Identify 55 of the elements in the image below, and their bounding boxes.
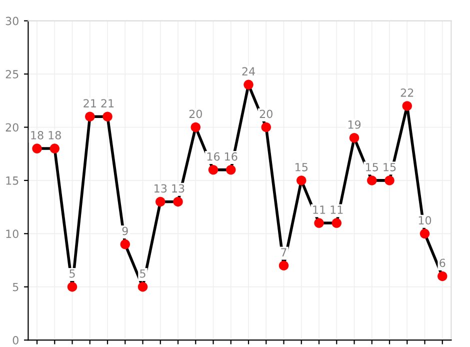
point: [190, 122, 200, 132]
data-label: 5: [140, 269, 146, 278]
point: [120, 239, 130, 250]
data-label: 13: [172, 184, 184, 193]
point: [332, 218, 342, 228]
point: [226, 164, 236, 175]
y-tick-label: 30: [6, 16, 18, 26]
y-tick-label: 5: [12, 282, 18, 292]
data-label: 19: [348, 120, 361, 129]
data-label: 11: [330, 206, 343, 214]
point: [384, 176, 394, 186]
data-label: 6: [440, 258, 446, 268]
data-label: 5: [70, 269, 75, 278]
data-label: 24: [242, 67, 255, 76]
point: [50, 144, 60, 154]
y-tick-label: 20: [6, 123, 18, 132]
data-label: 20: [260, 110, 272, 118]
point: [420, 228, 430, 239]
y-tick-label: 0: [12, 336, 18, 344]
point: [67, 282, 78, 292]
point: [173, 196, 183, 207]
data-label: 15: [296, 163, 308, 172]
point: [138, 282, 148, 292]
point: [438, 271, 448, 282]
data-label: 13: [154, 184, 167, 193]
point: [367, 176, 377, 186]
y-tick-label: 25: [6, 70, 18, 78]
data-label: 16: [225, 152, 238, 161]
point: [156, 196, 166, 207]
data-label: 16: [207, 152, 220, 161]
point: [244, 80, 254, 90]
point: [278, 260, 289, 270]
data-label: 20: [189, 110, 202, 118]
data-label: 15: [384, 163, 396, 172]
point: [296, 176, 306, 186]
point: [32, 144, 42, 154]
data-label: 21: [84, 99, 96, 108]
data-label: 22: [400, 88, 414, 97]
point: [349, 133, 360, 143]
data-label: 11: [313, 206, 326, 214]
point: [261, 122, 271, 132]
point: [402, 101, 412, 111]
point: [208, 164, 218, 175]
point: [102, 112, 112, 122]
data-label: 10: [418, 216, 432, 225]
y-tick-label: 10: [6, 230, 18, 238]
data-label: 18: [48, 131, 61, 140]
point: [314, 218, 324, 228]
point: [85, 112, 95, 122]
data-label: 7: [281, 248, 286, 256]
data-label: 21: [101, 99, 114, 108]
data-label: 9: [122, 226, 128, 236]
data-label: 15: [366, 163, 378, 172]
data-label: 18: [31, 131, 44, 140]
y-tick-label: 15: [6, 176, 18, 185]
